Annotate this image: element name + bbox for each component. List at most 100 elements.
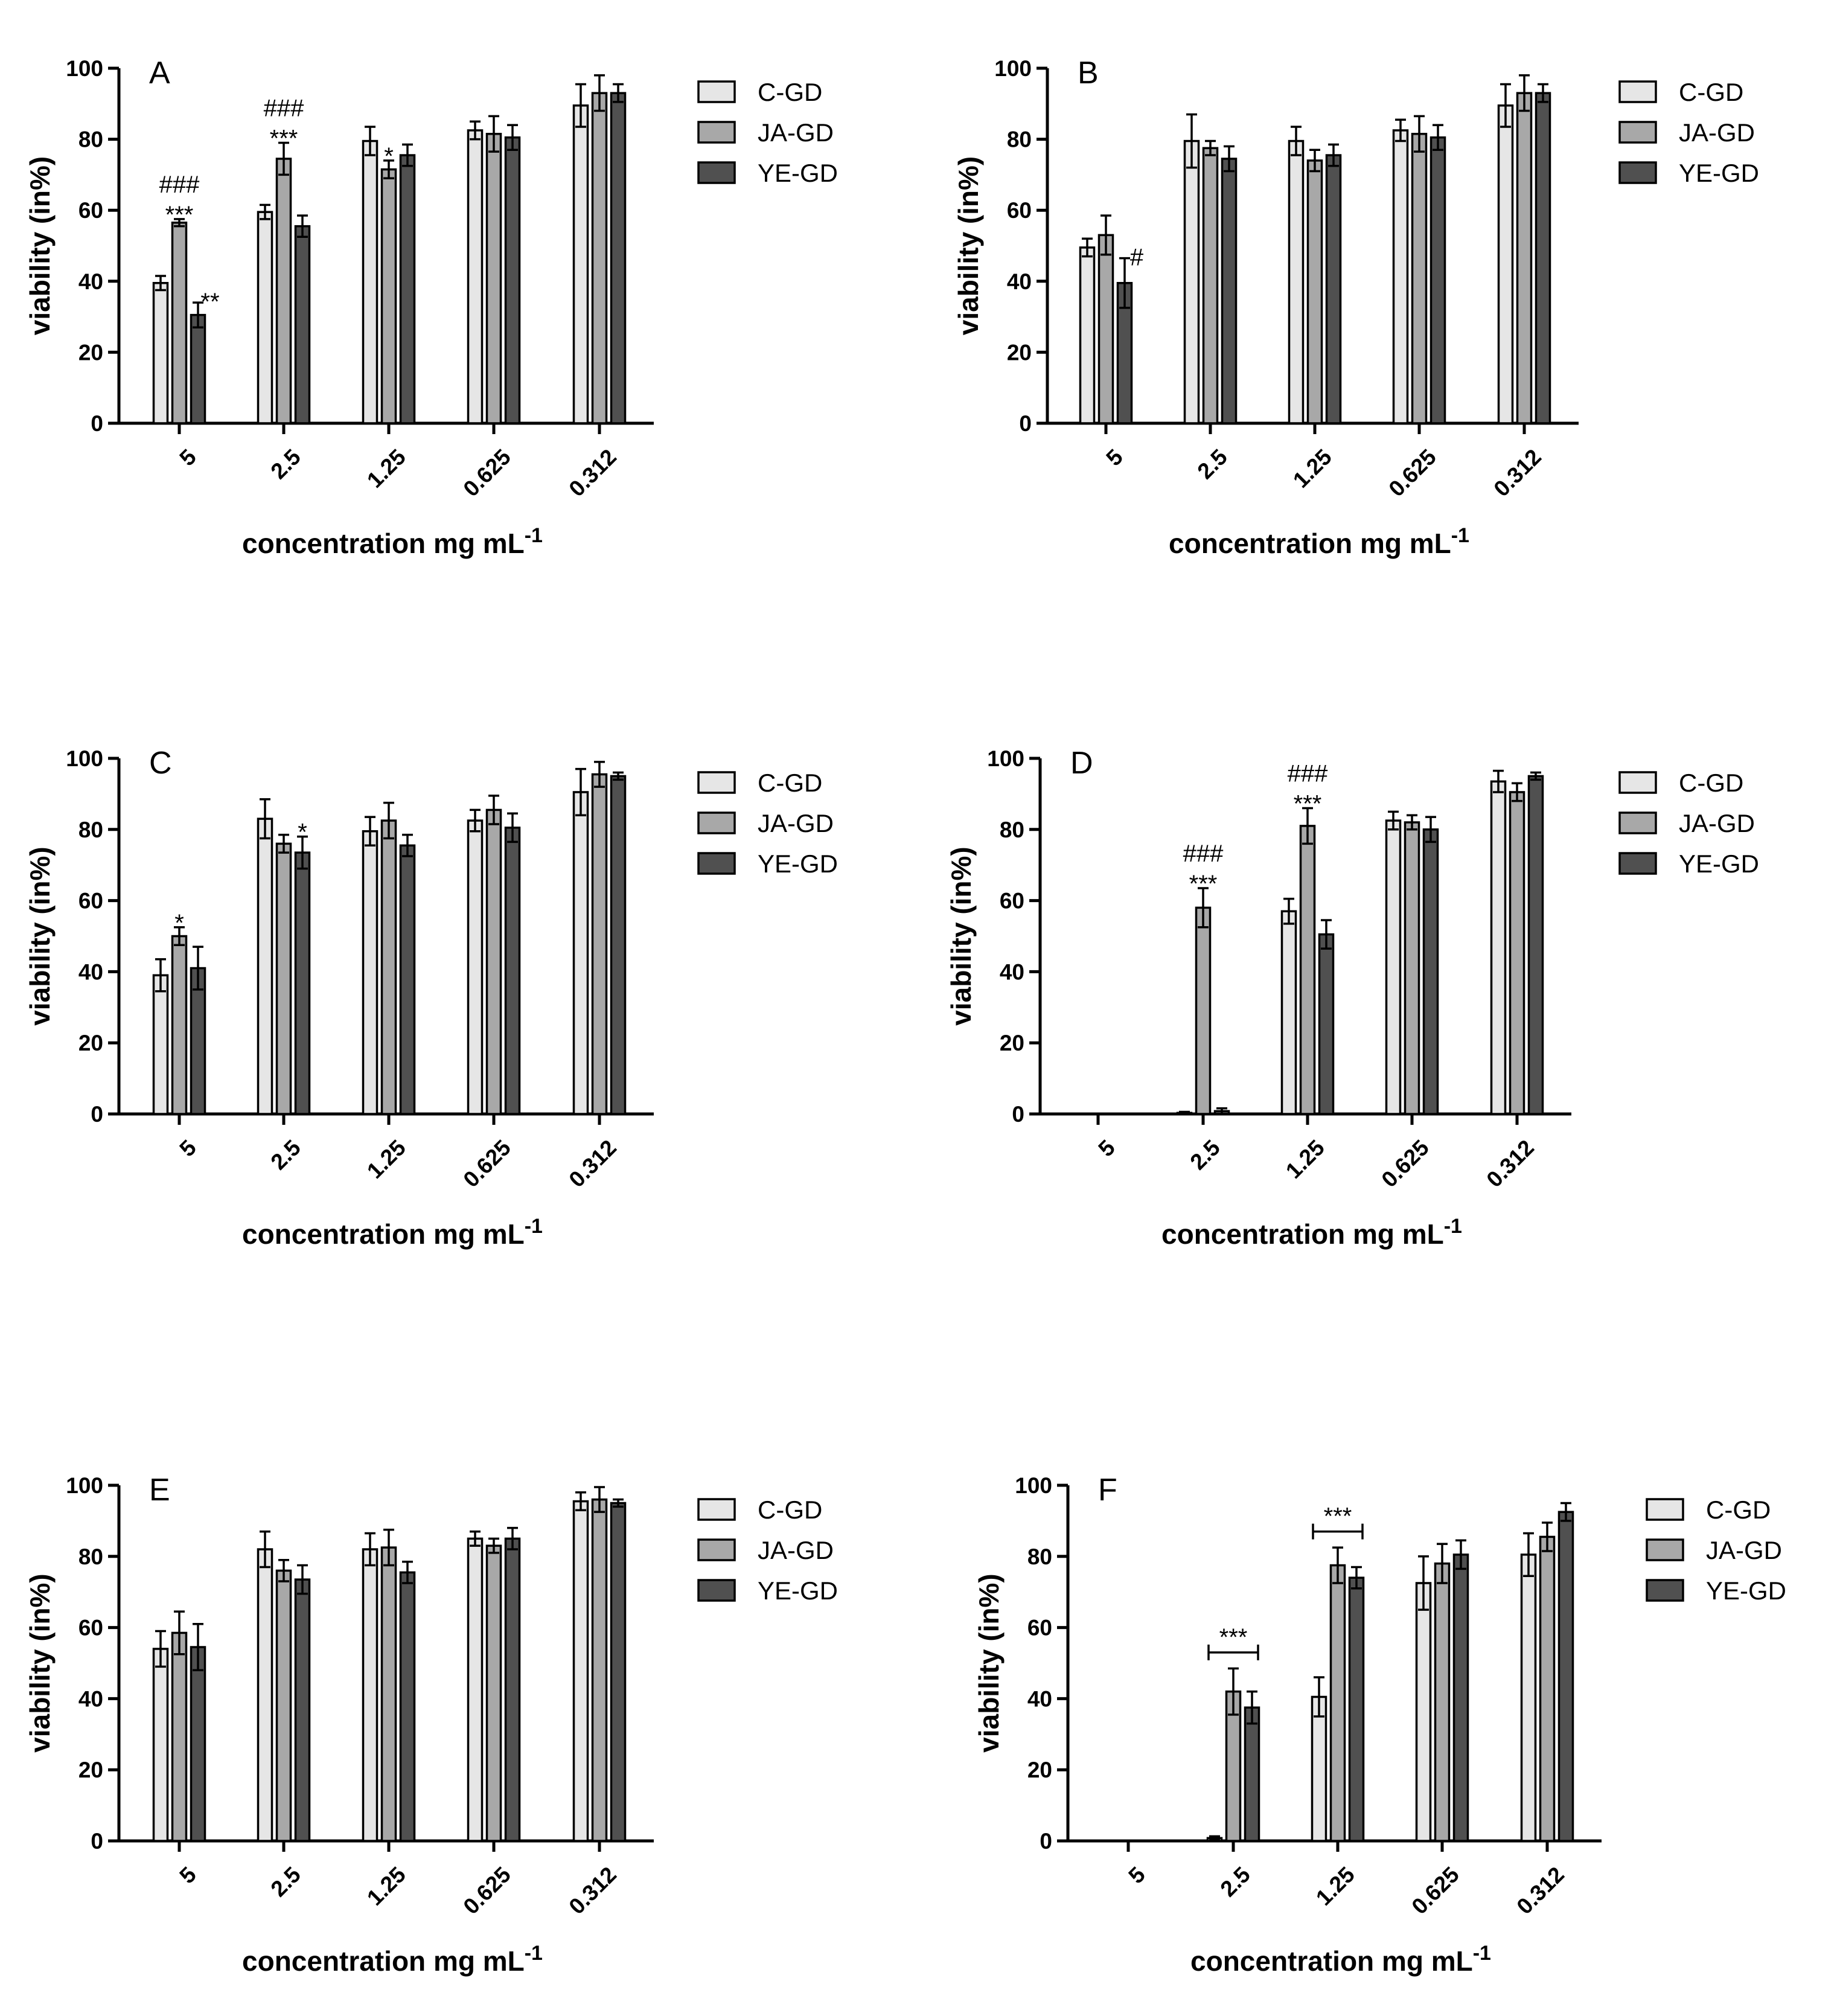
- bar-c-gd: [152, 281, 169, 424]
- legend-label-ye-gd: YE-GD: [758, 850, 838, 878]
- x-tick-label: 1.25: [1281, 1135, 1329, 1183]
- legend-label-ja-gd: JA-GD: [1679, 809, 1755, 837]
- bar-c-gd: [152, 974, 169, 1115]
- bar-ye-gd: [504, 1537, 521, 1842]
- legend-swatch-ja-gd: [697, 121, 736, 144]
- y-tick-label: 100: [66, 56, 103, 81]
- bar-ja-gd: [1516, 92, 1533, 424]
- x-axis-title: concentration mg mL-1: [242, 1215, 543, 1250]
- bar-c-gd: [572, 104, 589, 424]
- bar-ye-gd: [294, 225, 311, 424]
- bar-ja-gd: [1306, 159, 1323, 424]
- y-axis-title: viability (in%): [973, 1573, 1005, 1752]
- bar-ye-gd: [1527, 775, 1544, 1115]
- y-tick-label: 40: [78, 269, 103, 294]
- x-tick-label: 5: [1101, 444, 1128, 471]
- significance-label: ***: [1294, 790, 1322, 817]
- bar-ye-gd: [294, 1578, 311, 1842]
- bar-ja-gd: [1404, 821, 1420, 1115]
- y-axis-title: viability (in%): [24, 156, 56, 335]
- x-tick-label: 0.625: [459, 1862, 516, 1919]
- x-tick-label: 1.25: [362, 444, 410, 493]
- bar-ja-gd: [485, 1544, 502, 1842]
- x-tick-label: 2.5: [1186, 1135, 1225, 1174]
- legend-swatch-ye-gd: [1618, 852, 1657, 875]
- x-tick-label: 0.312: [564, 1135, 621, 1192]
- x-tick-label: 0.312: [564, 1862, 621, 1919]
- legend-label-ye-gd: YE-GD: [1679, 850, 1759, 878]
- significance-label: ###: [159, 171, 200, 198]
- x-tick-label: 1.25: [362, 1862, 410, 1910]
- legend-swatch-c-gd: [697, 1498, 736, 1521]
- x-tick-label: 5: [1093, 1135, 1120, 1162]
- x-axis-title: concentration mg mL-1: [1169, 524, 1469, 559]
- bar-c-gd: [1490, 780, 1507, 1115]
- x-axis-title: concentration mg mL-1: [242, 1942, 543, 1977]
- x-tick-label: 2.5: [266, 1135, 305, 1174]
- bar-ja-gd: [591, 773, 608, 1115]
- legend-swatch-ja-gd: [697, 811, 736, 834]
- legend-label-ja-gd: JA-GD: [758, 1536, 834, 1564]
- y-tick-label: 20: [1027, 1758, 1052, 1782]
- panel-letter: D: [1070, 746, 1093, 781]
- bar-c-gd: [1288, 139, 1305, 424]
- significance-label: ***: [270, 125, 298, 152]
- significance-label: *: [298, 819, 307, 846]
- significance-label: ***: [1189, 871, 1218, 897]
- bar-c-gd: [467, 1537, 484, 1842]
- bar-ja-gd: [1539, 1535, 1556, 1842]
- y-tick-label: 80: [78, 127, 103, 152]
- bar-ye-gd: [1535, 92, 1551, 424]
- bar-ye-gd: [504, 136, 521, 424]
- x-tick-label: 0.625: [1384, 444, 1441, 501]
- bar-ja-gd: [171, 222, 188, 424]
- bar-ye-gd: [1318, 933, 1335, 1115]
- y-tick-label: 0: [1012, 1102, 1024, 1127]
- legend-label-ye-gd: YE-GD: [758, 159, 838, 187]
- significance-label: *: [174, 910, 184, 936]
- x-axis-title: concentration mg mL-1: [1190, 1942, 1491, 1977]
- legend-swatch-ja-gd: [1646, 1538, 1684, 1561]
- legend-swatch-c-gd: [1646, 1498, 1684, 1521]
- bar-ye-gd: [190, 313, 206, 424]
- x-tick-label: 5: [174, 1135, 201, 1162]
- bar-ja-gd: [1195, 906, 1212, 1115]
- bar-ye-gd: [1325, 154, 1342, 424]
- y-tick-label: 0: [91, 411, 103, 436]
- y-tick-label: 0: [1019, 411, 1032, 436]
- x-axis-title-superscript: -1: [525, 1942, 543, 1965]
- bar-ye-gd: [399, 844, 416, 1115]
- x-tick-label: 0.625: [1407, 1862, 1464, 1919]
- y-tick-label: 0: [91, 1102, 103, 1127]
- x-axis-title-superscript: -1: [525, 524, 543, 547]
- bar-ye-gd: [504, 827, 521, 1115]
- y-tick-label: 80: [78, 1544, 103, 1569]
- legend-swatch-ye-gd: [697, 852, 736, 875]
- bar-ja-gd: [1509, 791, 1525, 1115]
- bar-ye-gd: [1430, 136, 1446, 424]
- x-tick-label: 1.25: [362, 1135, 410, 1183]
- panel-b: 0 20 40 60 80 100 5 2.5 1.25 0.625 0.312 # Bviabilit…: [953, 56, 1759, 559]
- y-axis-title: viability (in%): [24, 846, 56, 1025]
- legend-swatch-ye-gd: [697, 161, 736, 184]
- panel-letter: C: [149, 746, 172, 781]
- bar-ja-gd: [485, 808, 502, 1115]
- y-tick-label: 20: [78, 1758, 103, 1782]
- significance-label: #: [1130, 245, 1144, 271]
- bar-c-gd: [1311, 1695, 1327, 1842]
- legend-swatch-ye-gd: [697, 1579, 736, 1602]
- significance-label: ***: [165, 202, 194, 228]
- x-tick-label: 1.25: [1311, 1862, 1359, 1910]
- y-tick-label: 40: [78, 1686, 103, 1711]
- bar-ja-gd: [380, 168, 397, 424]
- bar-ja-gd: [1097, 234, 1114, 424]
- panel-letter: A: [149, 56, 170, 91]
- x-axis-title-superscript: -1: [525, 1215, 543, 1238]
- bar-ja-gd: [1299, 825, 1316, 1115]
- significance-label: ###: [1183, 840, 1224, 867]
- x-tick-label: 0.625: [1377, 1135, 1434, 1192]
- panel-e: 0 20 40 60 80 100 5 2.5 1.25 0.625 0.312 Eviability…: [24, 1473, 838, 1977]
- y-tick-label: 40: [1007, 269, 1032, 294]
- bar-ye-gd: [399, 1571, 416, 1842]
- bar-ja-gd: [380, 819, 397, 1115]
